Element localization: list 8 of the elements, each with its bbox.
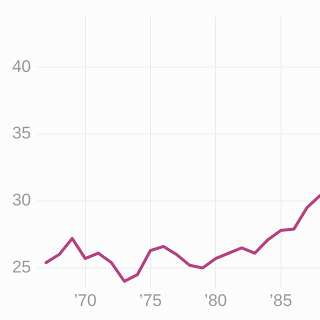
y-tick-label: 40 xyxy=(12,56,31,76)
y-tick-label: 35 xyxy=(12,124,31,143)
y-tick-label: 30 xyxy=(12,190,31,210)
x-tick-label: ’80 xyxy=(204,290,228,310)
x-tick-label: ’85 xyxy=(270,290,292,310)
y-tick-label: 25 xyxy=(12,258,31,277)
x-tick-label: ’75 xyxy=(139,290,162,310)
x-tick-label: ’70 xyxy=(74,290,97,310)
